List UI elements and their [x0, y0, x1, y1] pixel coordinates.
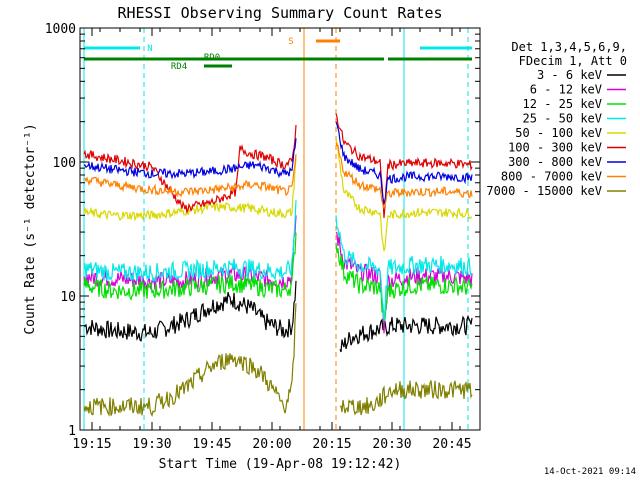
x-tick-label-5: 20:30: [372, 437, 411, 452]
flags-layer: N S RD0 RD4: [84, 37, 472, 72]
series-line-5: [83, 113, 473, 219]
flag-label-s: S: [288, 37, 293, 47]
x-tick-label-4: 20:15: [312, 437, 351, 452]
series-layer: [83, 113, 473, 417]
x-tick-label-0: 19:15: [72, 437, 111, 452]
legend-header-line-2: FDecim 1, Att 0: [519, 54, 627, 68]
x-tick-label-6: 20:45: [432, 437, 471, 452]
y-tick-label-1: 10: [60, 290, 76, 305]
axes-layer: 19:15 19:30 19:45 20:00 20:15 20:30 20:45 1 10 10…: [45, 22, 481, 452]
chart-title: RHESSI Observing Summary Count Rates: [117, 4, 442, 22]
x-tick-label-2: 19:45: [192, 437, 231, 452]
generation-timestamp: 14-Oct-2021 09:14: [544, 467, 636, 477]
flag-label-n: N: [147, 44, 152, 54]
legend-label-0: 3 - 6 keV: [537, 68, 602, 82]
y-axis-label: Count Rate (s⁻¹ detector⁻¹): [23, 123, 38, 334]
legend-label-8: 7000 - 15000 keV: [486, 184, 602, 198]
legend: Det 1,3,4,5,6,9, FDecim 1, Att 0 3 - 6 k…: [486, 40, 627, 198]
legend-label-1: 6 - 12 keV: [530, 83, 602, 97]
legend-label-7: 800 - 7000 keV: [501, 170, 602, 184]
legend-label-2: 12 - 25 keV: [523, 97, 602, 111]
y-tick-label-0: 1: [68, 424, 76, 439]
y-tick-label-2: 100: [53, 156, 76, 171]
event-lines-layer: [83, 28, 469, 430]
x-axis-label: Start Time (19-Apr-08 19:12:42): [159, 457, 402, 472]
series-line-8: [83, 303, 473, 417]
series-line-2: [83, 232, 473, 324]
y-tick-label-3: 1000: [45, 22, 76, 37]
legend-label-6: 300 - 800 keV: [508, 155, 602, 169]
series-line-6: [83, 121, 473, 205]
legend-label-5: 100 - 300 keV: [508, 141, 602, 155]
x-tick-label-1: 19:30: [132, 437, 171, 452]
plot-frame: [79, 27, 481, 431]
legend-label-4: 50 - 100 keV: [515, 126, 602, 140]
series-line-0: [83, 280, 473, 353]
x-tick-label-3: 20:00: [252, 437, 291, 452]
series-line-4: [83, 138, 473, 252]
legend-label-3: 25 - 50 keV: [523, 112, 602, 126]
flag-label-rd4: RD4: [171, 62, 187, 72]
flag-label-rd0: RD0: [204, 53, 220, 63]
series-line-3: [83, 200, 473, 321]
series-line-7: [83, 142, 473, 210]
legend-header-line-1: Det 1,3,4,5,6,9,: [511, 40, 627, 54]
